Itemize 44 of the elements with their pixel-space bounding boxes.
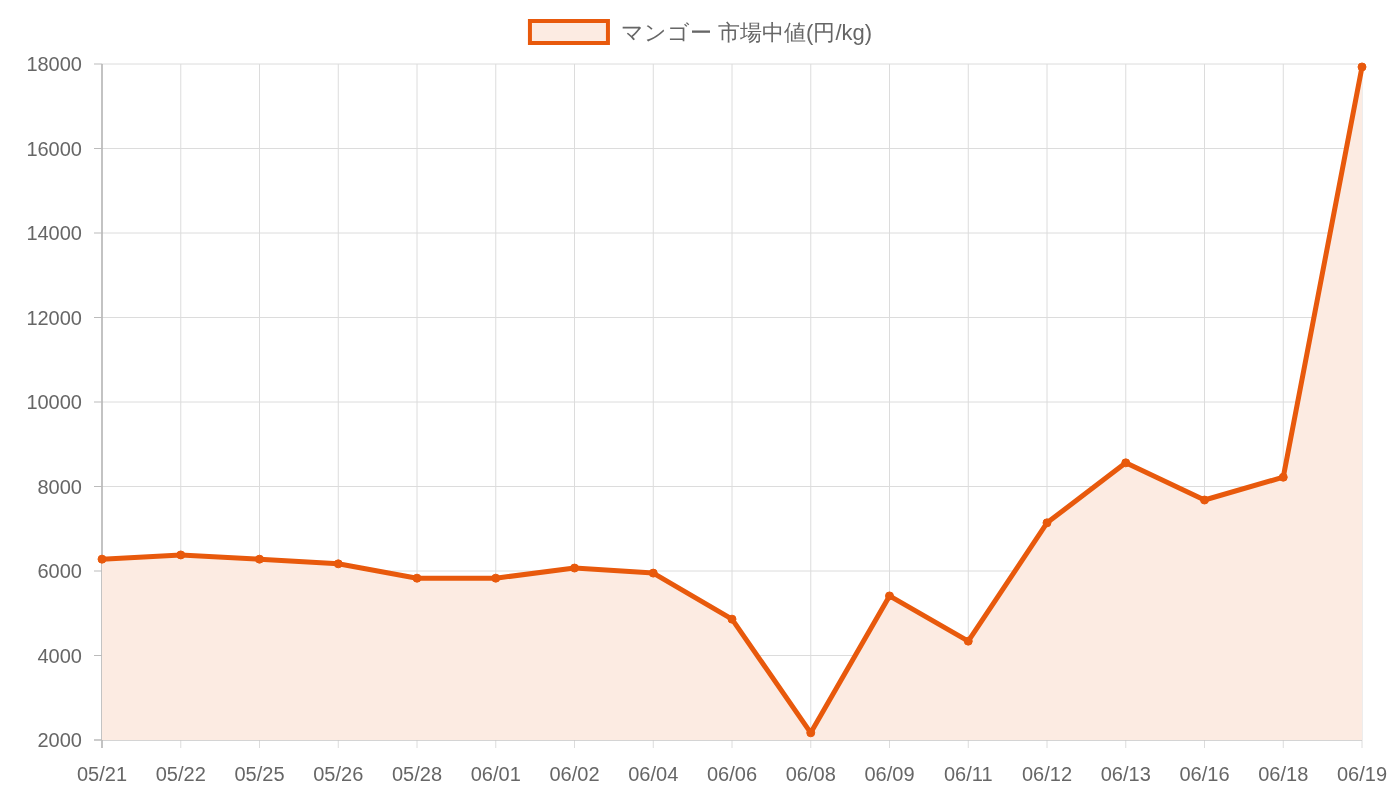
point (1121, 458, 1131, 468)
x-tick-label: 06/12 (1021, 763, 1073, 785)
x-tick-label: 06/01 (470, 763, 521, 785)
x-tick-label: 05/28 (391, 763, 443, 785)
point (333, 559, 343, 569)
point (1042, 518, 1052, 528)
x-tick-label: 05/21 (76, 763, 128, 785)
y-tick-label: 10000 (26, 391, 82, 413)
point (97, 554, 107, 564)
x-tick-label: 06/04 (628, 763, 679, 785)
x-tick-label: 05/25 (234, 763, 285, 785)
point (1357, 62, 1367, 72)
point (885, 591, 894, 601)
point (176, 550, 186, 560)
x-tick-label: 05/26 (313, 763, 364, 785)
y-tick-label: 14000 (26, 222, 82, 244)
x-tick-label: 06/13 (1100, 763, 1151, 785)
x-tick-label: 06/06 (706, 763, 758, 785)
x-tick-label: 06/09 (864, 763, 915, 785)
y-tick-label: 16000 (26, 137, 82, 160)
y-tick-label: 2000 (37, 729, 82, 751)
y-tick-label: 12000 (26, 306, 82, 329)
legend: マンゴー 市場中値(円/kg) (527, 19, 873, 45)
point (491, 573, 501, 583)
point (963, 636, 973, 646)
x-tick-label: 06/19 (1336, 763, 1388, 785)
y-tick-label: 18000 (26, 53, 82, 75)
point (255, 554, 264, 564)
point (570, 563, 579, 573)
legend-label: マンゴー 市場中値(円/kg) (620, 20, 873, 45)
x-tick-label: 06/08 (785, 763, 836, 785)
point (1200, 495, 1209, 505)
point (1278, 472, 1288, 482)
point (648, 568, 658, 578)
y-tick-label: 6000 (37, 560, 82, 582)
y-tick-label: 4000 (37, 644, 82, 667)
x-tick-label: 06/02 (549, 763, 600, 785)
point (412, 573, 422, 583)
x-tick-label: 06/18 (1258, 763, 1309, 785)
point (727, 614, 737, 624)
x-tick-label: 06/16 (1179, 763, 1230, 785)
y-tick-label: 8000 (37, 475, 82, 498)
x-tick-label: 05/22 (155, 763, 206, 785)
x-tick-label: 06/11 (943, 763, 993, 785)
